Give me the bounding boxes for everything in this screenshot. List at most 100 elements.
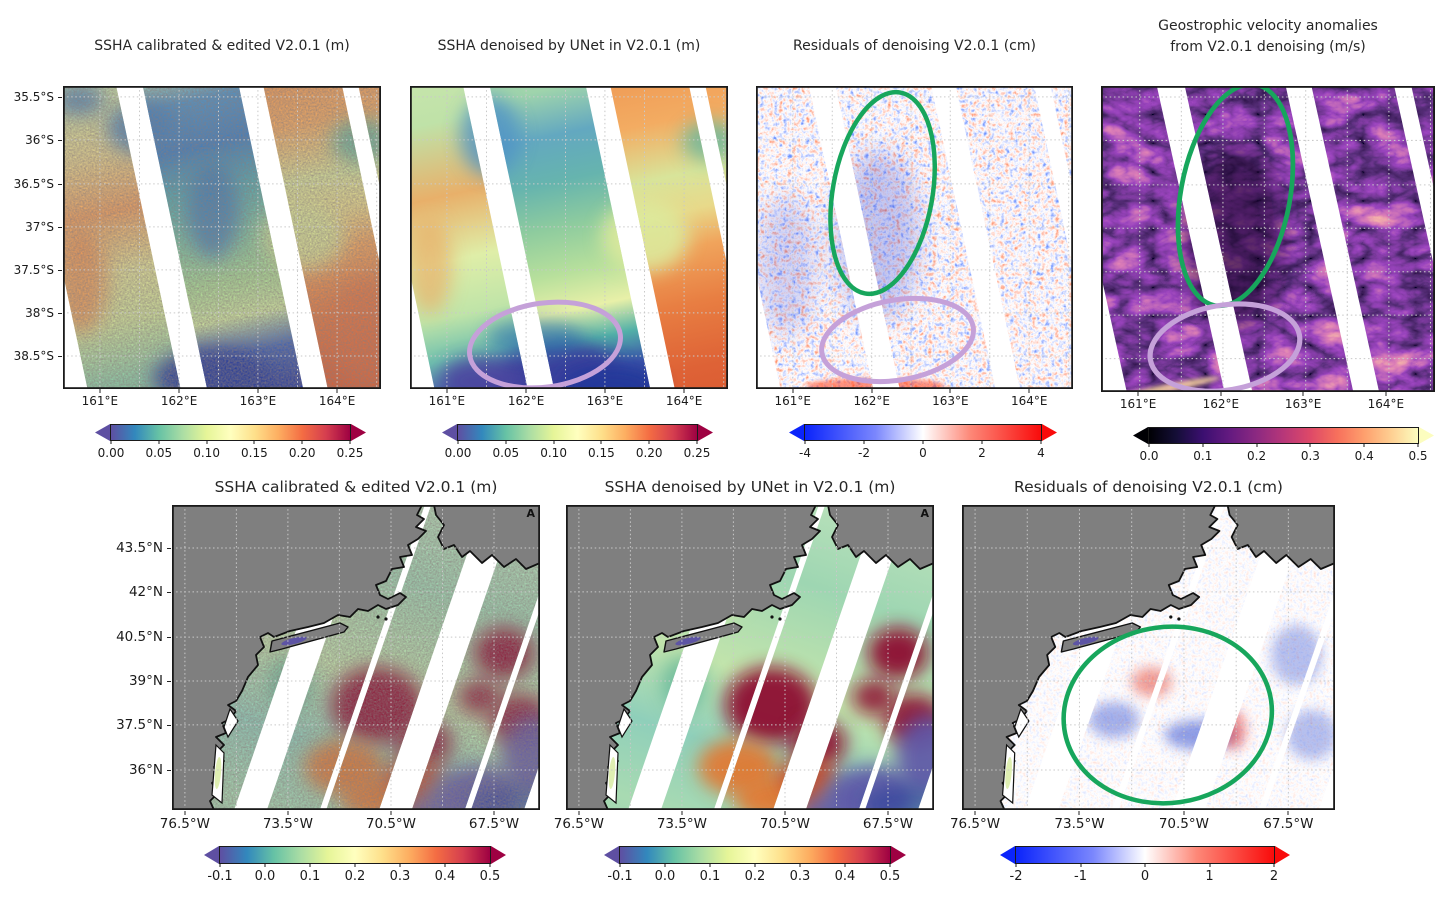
colorbar-tick-label: -2 (858, 446, 870, 460)
colorbar-tick-label: 0.4 (1354, 449, 1374, 463)
x-tick-label: 67.5°W (468, 816, 520, 832)
colorbar-tick-mark (981, 440, 983, 444)
colorbar-tick-label: 0.00 (97, 446, 125, 460)
colorbar-tick-mark (264, 863, 266, 867)
x-tick-mark (1183, 811, 1185, 815)
colorbar-tick-mark (1040, 440, 1042, 444)
colorbar-tick-mark (489, 863, 491, 867)
map-plot-bottom-1 (172, 505, 540, 810)
colorbar-tick-mark (1273, 863, 1275, 867)
y-axis-tick-labels: 35.5°S 36°S 36.5°S 37°S 37.5°S 38°S 38.5°S (0, 86, 62, 389)
y-tick-mark (167, 591, 171, 593)
colorbar-extend-right (1042, 424, 1057, 441)
y-tick-label: 42°N (128, 583, 163, 600)
panel-top-ssha-denoised: SSHA denoised by UNet in V2.0.1 (m) 161°… (410, 38, 728, 408)
y-tick-label: 37°S (25, 219, 54, 234)
panel-title: Geostrophic velocity anomalies from V2.0… (1158, 18, 1378, 55)
x-tick-mark (1287, 811, 1289, 815)
colorbar-tick-label: 0.3 (789, 869, 811, 884)
y-tick-label: 35.5°S (13, 89, 54, 104)
y-tick-label: 39°N (128, 672, 163, 689)
x-tick-mark (1137, 392, 1139, 396)
colorbar-tick-mark (399, 863, 401, 867)
colorbar-gradient: -0.1 0.0 0.1 0.2 0.3 0.4 0.5 (607, 846, 900, 884)
colorbar-tick-mark (1256, 443, 1258, 447)
x-tick-mark (949, 389, 951, 393)
y-tick-label: 40.5°N (116, 629, 163, 646)
y-tick-label: 38.5°S (13, 348, 54, 363)
x-tick-label: 163°E (586, 394, 624, 408)
colorbar-tick-mark (1209, 863, 1210, 867)
panel-top-residuals: Residuals of denoising V2.0.1 (cm) 161°E… (756, 38, 1073, 408)
colorbar-tick-mark (1148, 443, 1150, 447)
x-tick-label: 70.5°W (365, 816, 417, 832)
colorbar-tick-label: -1 (1074, 869, 1087, 884)
x-tick-label: 163°E (1284, 397, 1322, 411)
y-tick-mark (167, 724, 171, 726)
x-axis-tick-labels: 161°E 162°E 163°E 164°E (1101, 392, 1435, 415)
colorbar-tick-mark (754, 863, 756, 867)
x-tick-mark (390, 811, 392, 815)
y-tick-label: 43.5°N (116, 540, 163, 556)
colorbar-tick-label: 0.10 (193, 446, 220, 460)
map-plot-top-1 (63, 86, 381, 389)
colorbar-tick-label: -0.1 (607, 869, 633, 884)
colorbar-bottom-1: -0.1 0.0 0.1 0.2 0.3 0.4 0.5 (204, 846, 506, 884)
colorbar-extend-left (1133, 427, 1148, 444)
x-tick-label: 67.5°W (862, 816, 914, 832)
x-tick-mark (792, 389, 794, 393)
colorbar-extend-right (1275, 846, 1290, 864)
colorbar-tick-label: 0.1 (1193, 449, 1213, 463)
x-tick-mark (446, 389, 448, 393)
y-tick-label: 38°S (25, 305, 54, 320)
map-plot-top-3 (756, 86, 1073, 389)
swath-label-a: A (920, 507, 929, 520)
panel-title: SSHA denoised by UNet in V2.0.1 (m) (604, 478, 896, 496)
colorbar-tick-mark (505, 440, 507, 444)
colorbar-tick-label: 0.5 (479, 869, 501, 884)
colorbar-tick-label: 0.2 (1247, 449, 1267, 463)
x-tick-mark (604, 389, 606, 393)
colorbar-extend-right (351, 424, 366, 441)
colorbar-tick-label: 0.3 (389, 869, 411, 884)
y-tick-mark (167, 637, 171, 639)
colorbar-tick-label: 0.0 (654, 869, 676, 884)
y-tick-mark (58, 96, 62, 98)
x-tick-mark (178, 389, 180, 393)
colorbar-tick-label: 0.4 (834, 869, 856, 884)
x-tick-label: 164°E (318, 394, 356, 408)
y-axis-tick-labels: 43.5°N 42°N 40.5°N 39°N 37.5°N 36°N (99, 505, 171, 810)
colorbar-tick-mark (844, 863, 846, 867)
colorbar-extend-left (1000, 846, 1015, 864)
x-axis-tick-labels: 161°E 162°E 163°E 164°E (410, 389, 728, 412)
x-tick-label: 73.5°W (656, 816, 707, 832)
colorbar-extend-right (698, 424, 713, 441)
colorbar-top-2: 0.00 0.05 0.10 0.15 0.20 0.25 (442, 424, 713, 460)
colorbar-tick-label: 0.0 (1139, 449, 1159, 463)
x-tick-mark (287, 811, 289, 815)
y-tick-mark (167, 770, 171, 772)
colorbar-tick-label: 0.20 (635, 446, 663, 460)
colorbar-tick-mark (664, 863, 666, 867)
colorbar-tick-mark (158, 440, 160, 444)
x-tick-label: 70.5°W (1158, 816, 1210, 832)
x-tick-label: 162°E (1202, 397, 1240, 411)
colorbar-top-1: 0.00 0.05 0.10 0.15 0.20 0.25 (95, 424, 366, 460)
colorbar-tick-mark (309, 863, 311, 867)
colorbar-tick-label: -2 (1009, 869, 1023, 884)
colorbar-gradient: -0.1 0.0 0.1 0.2 0.3 0.4 0.5 (207, 846, 500, 884)
colorbar-gradient: 0.0 0.1 0.2 0.3 0.4 0.5 (1139, 427, 1428, 463)
x-tick-mark (681, 811, 683, 815)
x-tick-label: 161°E (774, 394, 812, 408)
x-tick-label: 67.5°W (1263, 816, 1314, 832)
colorbar-tick-label: 0.25 (683, 446, 711, 460)
x-tick-mark (683, 389, 685, 393)
x-axis-tick-labels: 76.5°W 73.5°W 70.5°W 67.5°W (554, 811, 934, 834)
y-tick-mark (167, 548, 171, 549)
x-axis-tick-labels: 76.5°W 73.5°W 70.5°W 67.5°W (950, 811, 1335, 834)
x-tick-label: 163°E (932, 394, 969, 408)
x-tick-label: 161°E (428, 394, 466, 408)
x-tick-label: 73.5°W (262, 816, 313, 832)
y-tick-label: 36°N (128, 762, 163, 779)
x-tick-mark (1385, 392, 1387, 396)
